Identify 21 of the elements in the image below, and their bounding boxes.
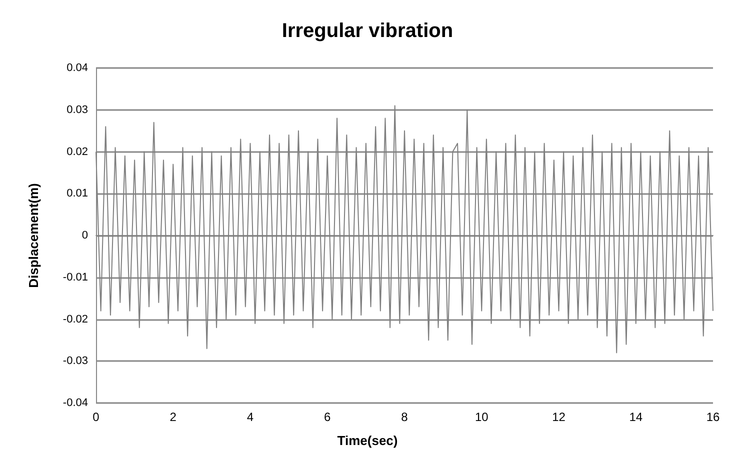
y-tick-label: -0.01	[62, 271, 88, 284]
x-tick-label: 8	[401, 410, 408, 424]
y-tick-label: 0.02	[66, 146, 88, 158]
y-tick-label: 0.03	[66, 104, 88, 116]
y-tick-label: 0	[82, 230, 88, 242]
x-tick-label: 12	[552, 410, 566, 424]
x-tick-label: 6	[324, 410, 332, 424]
x-tick-label: 14	[629, 410, 643, 424]
y-tick-label: 0.04	[66, 62, 88, 74]
y-axis-title: Displacement(m)	[26, 183, 41, 288]
x-tick-label: 4	[246, 410, 254, 424]
x-tick-label: 0	[92, 410, 100, 424]
x-tick-label: 2	[170, 410, 177, 424]
x-axis-title: Time(sec)	[337, 433, 398, 448]
y-tick-label: 0.01	[66, 188, 88, 200]
y-tick-label: -0.03	[62, 355, 88, 368]
x-tick-label: 16	[706, 410, 720, 424]
x-tick-label: 10	[474, 410, 489, 424]
y-tick-label: -0.02	[62, 313, 88, 326]
y-tick-label: -0.04	[62, 397, 88, 409]
chart-title: Irregular vibration	[282, 20, 454, 42]
